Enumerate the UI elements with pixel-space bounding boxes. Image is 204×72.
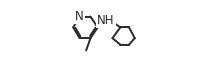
Text: N: N — [75, 10, 84, 23]
Text: NH: NH — [97, 14, 115, 27]
